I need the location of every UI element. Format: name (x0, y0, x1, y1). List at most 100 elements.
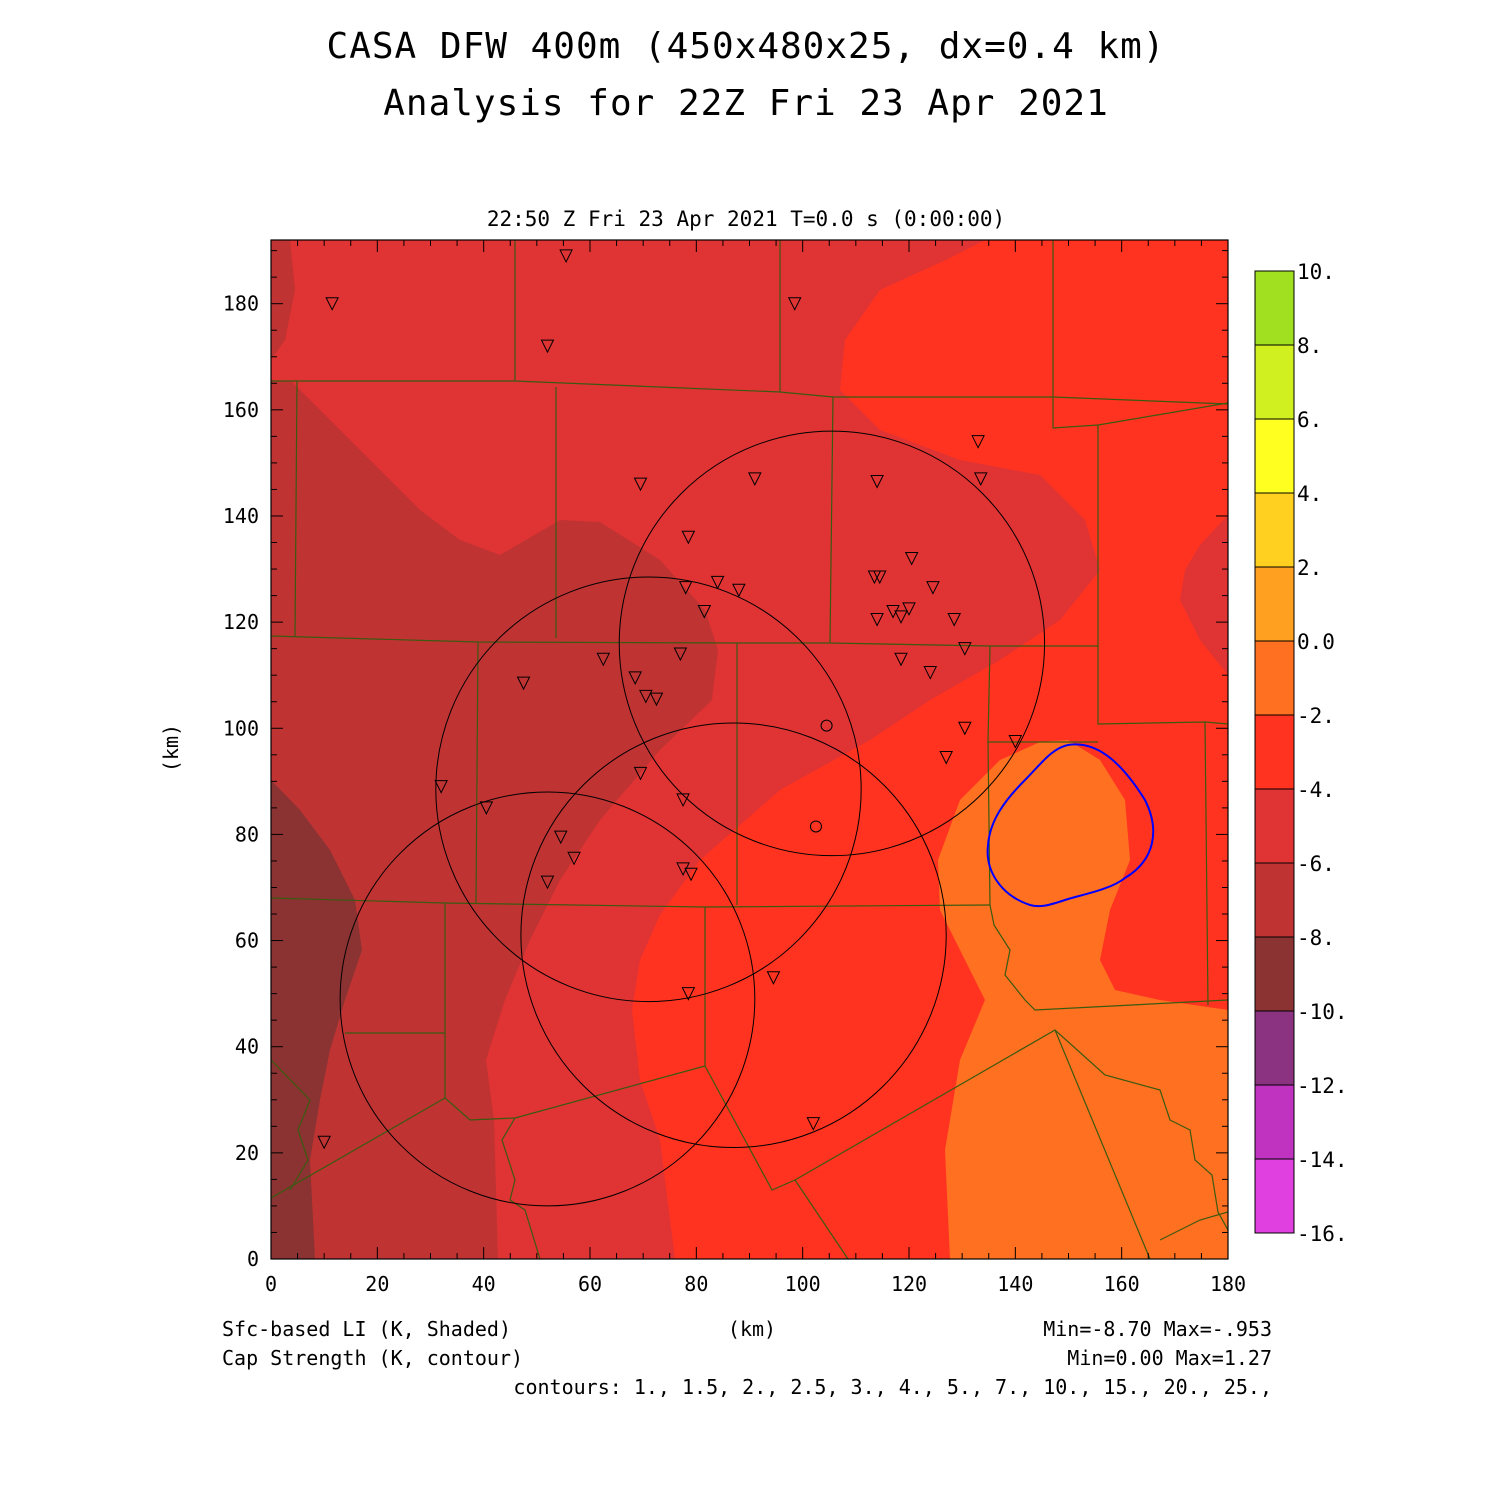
colorbar-label: -14. (1297, 1148, 1348, 1172)
station-triangle (947, 612, 962, 627)
li-band-8-6 (271, 380, 718, 1259)
colorbar-swatch (1255, 641, 1294, 715)
colorbar-swatch (1255, 1011, 1294, 1085)
radar-range-ring (618, 430, 1046, 857)
shaded-field-label: Sfc-based LI (K, Shaded) (222, 1317, 511, 1341)
station-triangle (325, 297, 339, 311)
y-tick-label: 100 (223, 716, 259, 740)
contour-minmax: Min=0.00 Max=1.27 (1067, 1346, 1272, 1370)
station-triangle (710, 575, 725, 590)
colorbar-label: -4. (1297, 778, 1335, 802)
station-triangle (923, 666, 938, 680)
colorbar-swatch (1255, 493, 1294, 567)
station-triangle (732, 583, 746, 598)
x-tick-label: 20 (365, 1272, 389, 1296)
radar-range-rings (339, 430, 1046, 1207)
station-triangle (676, 862, 690, 877)
y-tick-label: 60 (235, 929, 259, 953)
contour-levels: contours: 1., 1.5, 2., 2.5, 3., 4., 5., … (513, 1375, 1272, 1399)
y-tick-label: 20 (235, 1141, 259, 1165)
li-band-2-0 (938, 740, 1228, 1259)
station-triangle (806, 1117, 821, 1131)
station-triangle (633, 766, 648, 781)
colorbar-label: -2. (1297, 704, 1335, 728)
station-triangle (886, 605, 900, 619)
station-triangle (971, 435, 985, 449)
station-triangle (894, 610, 908, 624)
x-tick-label: 60 (578, 1272, 602, 1296)
shaded-minmax: Min=-8.70 Max=-.953 (1043, 1317, 1272, 1341)
y-tick-label: 180 (223, 292, 259, 316)
station-triangle (540, 875, 555, 890)
station-triangle (516, 676, 531, 691)
colorbar-label: 4. (1297, 482, 1322, 506)
y-tick-label: 40 (235, 1035, 259, 1059)
station-triangle (902, 602, 916, 616)
colorbar-swatch (1255, 567, 1294, 641)
colorbar-label: -10. (1297, 1000, 1348, 1024)
colorbar-swatch (1255, 789, 1294, 863)
station-triangle (681, 987, 696, 1001)
station-triangle (559, 249, 573, 264)
colorbar-label: 10. (1297, 260, 1335, 284)
stations-layer (317, 249, 1023, 1150)
station-triangle (567, 851, 581, 866)
cap-strength-contour (986, 743, 1155, 908)
y-tick-label: 160 (223, 398, 259, 422)
y-tick-label: 140 (223, 504, 259, 528)
colorbar-swatch (1255, 937, 1294, 1011)
colorbar: 10. 8. 6. 4. 2. 0.0 -2. -4. -6. -8. -10. -12. -14. -1… (1254, 260, 1348, 1246)
station-triangle (872, 570, 887, 585)
radar-range-ring (520, 722, 947, 1149)
colorbar-label: -12. (1297, 1074, 1348, 1098)
y-tick-label: 120 (223, 610, 259, 634)
radar-range-ring (435, 576, 862, 1003)
y-tick-label: 80 (235, 822, 259, 846)
colorbar-label: 2. (1297, 556, 1322, 580)
station-triangle (676, 793, 690, 808)
station-triangle (870, 474, 884, 489)
station-triangle (553, 830, 568, 845)
station-triangle (596, 652, 611, 667)
station-triangle (926, 581, 940, 595)
station-triangle (697, 605, 712, 619)
station-circle (809, 820, 822, 833)
station-triangle (973, 472, 988, 486)
colorbar-swatch (1255, 1085, 1294, 1159)
station-triangle (958, 642, 972, 656)
colorbar-label: -16. (1297, 1222, 1348, 1246)
station-triangle (681, 530, 696, 545)
station-triangle (633, 477, 648, 492)
colorbar-swatch (1255, 863, 1294, 937)
x-tick-label: 40 (472, 1272, 496, 1296)
station-triangle (904, 551, 919, 566)
station-triangle (958, 721, 972, 736)
x-tick-label: 100 (785, 1272, 821, 1296)
colorbar-label: 6. (1297, 408, 1322, 432)
station-triangle (317, 1135, 331, 1150)
x-tick-label: 160 (1104, 1272, 1140, 1296)
x-tick-label: 120 (891, 1272, 927, 1296)
station-triangle (894, 652, 908, 667)
x-tick-label: 180 (1210, 1272, 1246, 1296)
station-triangle (479, 801, 494, 815)
station-triangle (673, 647, 688, 662)
x-tick-label: 140 (997, 1272, 1033, 1296)
valid-time-label: 22:50 Z Fri 23 Apr 2021 T=0.0 s (0:00:00… (487, 207, 1005, 231)
figure-title-line1: CASA DFW 400m (450x480x25, dx=0.4 km) (327, 26, 1166, 67)
station-triangle (870, 612, 884, 627)
station-triangle (540, 339, 555, 354)
station-triangle (748, 472, 762, 486)
station-triangle (434, 780, 448, 794)
y-tick-label: 0 (247, 1247, 259, 1271)
station-triangle (787, 297, 802, 311)
radar-range-ring (339, 791, 756, 1207)
colorbar-swatch (1255, 271, 1294, 345)
axes: 0 20 40 60 80 100 120 140 160 180 0 20 40 60 80 100 120 1… (223, 240, 1246, 1296)
station-triangle (639, 689, 653, 704)
colorbar-label: -6. (1297, 852, 1335, 876)
y-axis-label: (km) (159, 724, 183, 772)
station-triangle (684, 867, 698, 882)
x-tick-label: 0 (265, 1272, 277, 1296)
